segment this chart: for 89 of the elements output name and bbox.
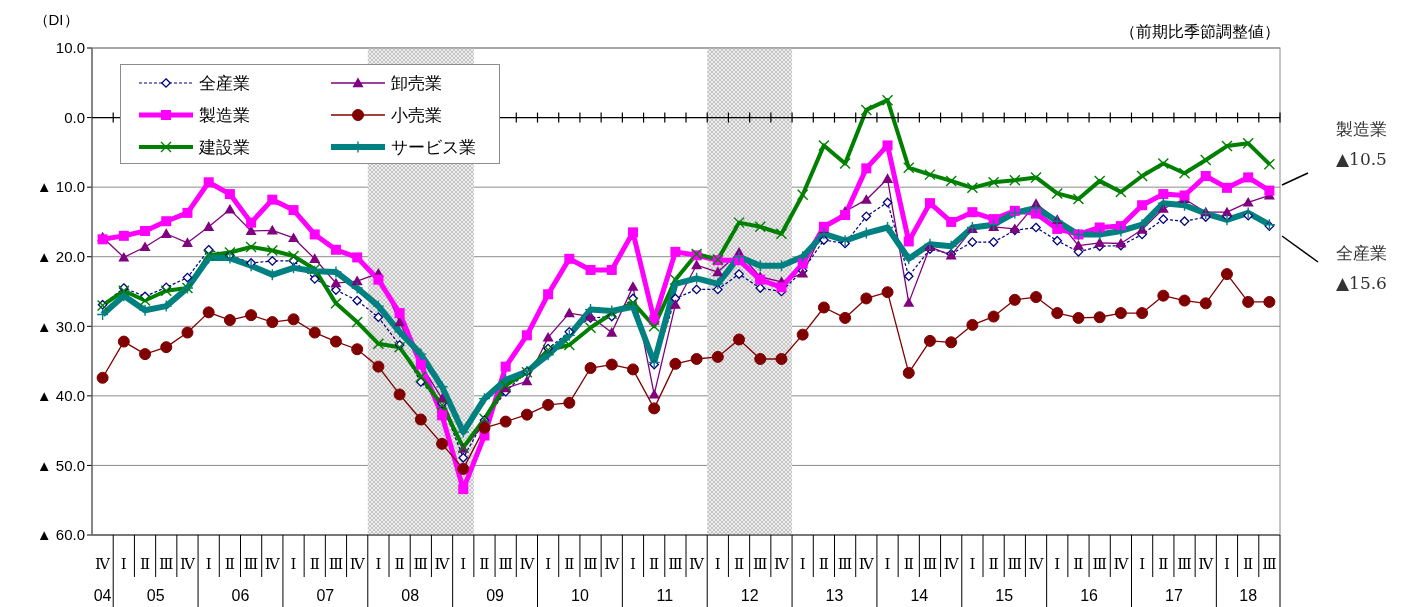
y-tick-label: 0.0 xyxy=(64,108,85,126)
x-tick-label: Ⅱ xyxy=(224,555,235,573)
x-tick-label: Ⅲ xyxy=(243,555,259,573)
text: 全産業 ▲15.6 xyxy=(1336,243,1387,293)
text: 07 xyxy=(316,587,335,604)
x-tick-label: Ⅰ xyxy=(205,555,212,573)
legend-label: 小売業 xyxy=(391,104,442,127)
x-tick-label: Ⅲ xyxy=(328,555,344,573)
y-tick-label: 10.0 xyxy=(55,39,85,57)
x-tick-label: Ⅳ xyxy=(604,555,621,573)
text: 16 xyxy=(1080,587,1099,604)
text: 12 xyxy=(740,587,759,604)
text: 09 xyxy=(486,587,505,604)
x-tick-label: Ⅲ xyxy=(1007,555,1023,573)
y-tick-label: ▲ 10.0 xyxy=(36,178,85,196)
text: 06 xyxy=(231,587,250,604)
x-tick-label: Ⅳ xyxy=(519,555,536,573)
x-tick-label: Ⅲ xyxy=(159,555,174,573)
x-tick-label: Ⅲ xyxy=(1177,555,1192,573)
x-tick-label: Ⅳ xyxy=(1028,555,1045,573)
legend-label: 建設業 xyxy=(199,136,250,159)
x-tick-label: Ⅱ xyxy=(818,555,829,573)
x-tick-label: Ⅰ xyxy=(884,555,891,573)
x-tick-label: Ⅰ xyxy=(969,555,976,573)
text: 15 xyxy=(995,587,1014,604)
legend-label: 全産業 xyxy=(199,72,250,95)
x-tick-label: Ⅱ xyxy=(903,555,914,573)
x-tick-label: Ⅰ xyxy=(460,555,467,573)
x-tick-label: Ⅰ xyxy=(1224,555,1230,573)
y-tick-label: ▲ 30.0 xyxy=(36,317,85,335)
x-tick-label: Ⅳ xyxy=(943,555,960,573)
x-tick-label: Ⅳ xyxy=(1198,555,1215,573)
x-tick-label: Ⅲ xyxy=(1262,555,1277,573)
x-tick-label: Ⅱ xyxy=(479,555,490,573)
text: 04 xyxy=(93,587,112,604)
x-tick-label: Ⅳ xyxy=(689,555,706,573)
x-tick-label: Ⅲ xyxy=(837,555,853,573)
x-tick-label: Ⅲ xyxy=(668,555,683,573)
x-tick-label: Ⅱ xyxy=(394,555,405,573)
text: 05 xyxy=(146,587,165,604)
x-tick-label: Ⅱ xyxy=(1158,555,1169,573)
x-tick-label: Ⅲ xyxy=(498,555,513,573)
y-tick-label: ▲ 20.0 xyxy=(36,248,85,266)
x-tick-label: Ⅲ xyxy=(922,555,938,573)
x-tick-label: Ⅳ xyxy=(773,555,790,573)
x-tick-label: Ⅳ xyxy=(95,555,112,573)
text: 13 xyxy=(825,587,844,604)
x-tick-label: Ⅲ xyxy=(413,555,429,573)
text: 10 xyxy=(571,587,589,604)
x-tick-label: Ⅱ xyxy=(564,555,575,573)
y-tick-label: ▲ 60.0 xyxy=(36,526,85,544)
x-tick-label: Ⅱ xyxy=(139,555,151,573)
text: 17 xyxy=(1165,587,1183,604)
x-tick-label: Ⅱ xyxy=(1073,555,1084,573)
x-tick-label: Ⅳ xyxy=(264,555,281,573)
x-tick-label: Ⅱ xyxy=(649,555,660,573)
y-tick-label: ▲ 40.0 xyxy=(36,387,85,405)
legend-label: 卸売業 xyxy=(391,72,442,95)
x-tick-label: Ⅰ xyxy=(1139,555,1146,573)
y-tick-label: ▲ 50.0 xyxy=(36,456,85,474)
y-axis-title: （DI） xyxy=(33,11,79,28)
x-tick-label: Ⅱ xyxy=(733,555,745,573)
x-tick-label: Ⅳ xyxy=(1113,555,1130,573)
x-tick-label: Ⅱ xyxy=(988,555,999,573)
x-tick-label: Ⅰ xyxy=(714,555,721,573)
text: 11 xyxy=(656,587,674,604)
x-tick-label: Ⅱ xyxy=(1243,555,1254,573)
x-tick-label: Ⅲ xyxy=(753,555,768,573)
x-tick-label: Ⅲ xyxy=(1092,555,1107,573)
chart-subtitle: （前期比季節調整値） xyxy=(1120,23,1280,40)
text: 08 xyxy=(401,587,420,604)
x-tick-label: Ⅰ xyxy=(290,555,297,573)
x-tick-label: Ⅳ xyxy=(349,555,366,573)
x-tick-label: Ⅲ xyxy=(583,555,598,573)
x-tick-label: Ⅰ xyxy=(630,555,636,573)
x-tick-label: Ⅳ xyxy=(179,555,196,573)
x-tick-label: Ⅰ xyxy=(120,555,127,573)
text: 18 xyxy=(1239,587,1258,604)
legend-label: 製造業 xyxy=(199,104,250,127)
x-tick-label: Ⅰ xyxy=(375,555,382,573)
text: 14 xyxy=(910,587,929,604)
x-tick-label: Ⅰ xyxy=(799,555,806,573)
x-tick-label: Ⅱ xyxy=(309,555,320,573)
x-tick-label: Ⅰ xyxy=(545,555,552,573)
x-tick-label: Ⅳ xyxy=(858,555,875,573)
text: 製造業 ▲10.5 xyxy=(1336,119,1387,169)
legend-label: サービス業 xyxy=(391,136,476,159)
x-tick-label: Ⅳ xyxy=(434,555,451,573)
x-tick-label: Ⅰ xyxy=(1054,555,1061,573)
